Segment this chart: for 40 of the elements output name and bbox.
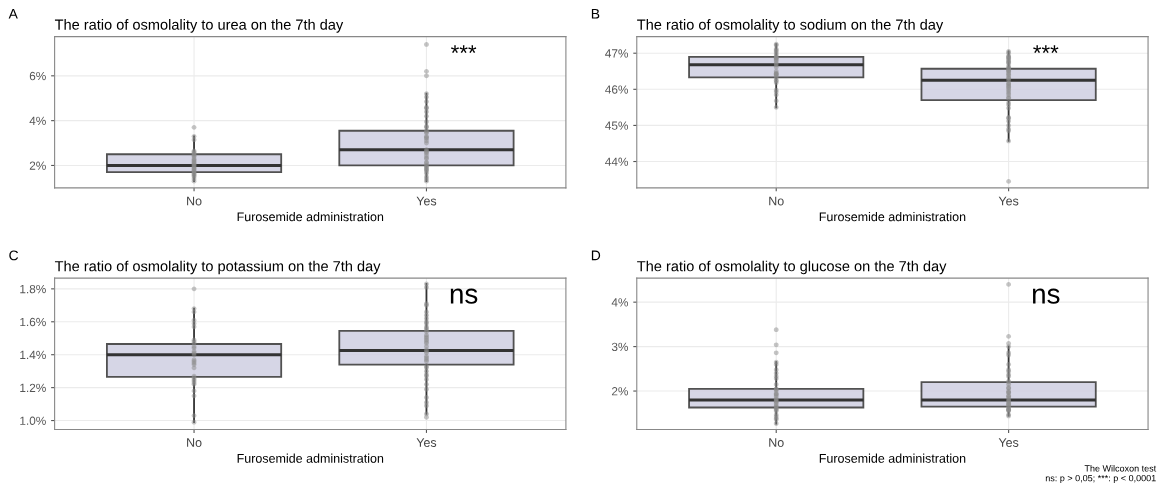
y-tick-label: 4%: [29, 116, 46, 125]
y-tick-label: 46%: [605, 85, 629, 94]
text: The Wilcoxon test ns: p > 0,05; ***: p < 0,0001: [1045, 464, 1157, 484]
x-tick-label: No: [769, 196, 784, 206]
y-tick-label: 1.8%: [20, 284, 46, 294]
x-tick-label: Yes: [998, 196, 1019, 206]
x-tick-label: Yes: [416, 196, 437, 206]
x-tick-label: No: [187, 196, 202, 206]
y-tick-label: 3%: [611, 342, 629, 351]
x-tick-label: No: [769, 438, 784, 447]
y-tick-label: 1.0%: [20, 416, 46, 425]
chart-title: The ratio of osmolality to sodium on the 7th day: [637, 19, 944, 33]
annotation: ***: [451, 45, 477, 54]
chart-title: The ratio of osmolality to glucose on the 7th day: [637, 260, 947, 275]
annotation: ***: [1033, 45, 1059, 54]
x-tick-label: Yes: [998, 438, 1019, 447]
y-tick-label: 45%: [605, 121, 629, 130]
annotation: ns: [450, 288, 478, 304]
text: B: [591, 9, 600, 19]
x-tick-label: Yes: [416, 438, 437, 447]
chart-title: The ratio of osmolality to potassium on the 7th day: [54, 260, 381, 275]
x-axis-title: Furosemide administration: [819, 453, 966, 463]
y-tick-label: 47%: [605, 49, 629, 58]
annotation: ns: [1032, 288, 1060, 304]
y-tick-label: 4%: [611, 298, 629, 307]
y-tick-label: 1.4%: [20, 350, 46, 360]
x-tick-label: No: [187, 438, 202, 447]
y-tick-label: 44%: [605, 157, 629, 166]
chart-title: The ratio of osmolality to urea on the 7th day: [54, 19, 344, 33]
y-tick-label: 2%: [611, 387, 629, 396]
x-axis-title: Furosemide administration: [819, 212, 966, 222]
x-axis-title: Furosemide administration: [237, 212, 384, 222]
y-tick-label: 2%: [29, 161, 46, 170]
y-tick-label: 1.6%: [20, 317, 46, 327]
text: C: [9, 250, 19, 261]
text: D: [591, 250, 601, 261]
x-axis-title: Furosemide administration: [237, 453, 384, 463]
text: A: [8, 9, 18, 19]
y-tick-label: 6%: [29, 71, 46, 81]
y-tick-label: 1.2%: [20, 383, 46, 392]
